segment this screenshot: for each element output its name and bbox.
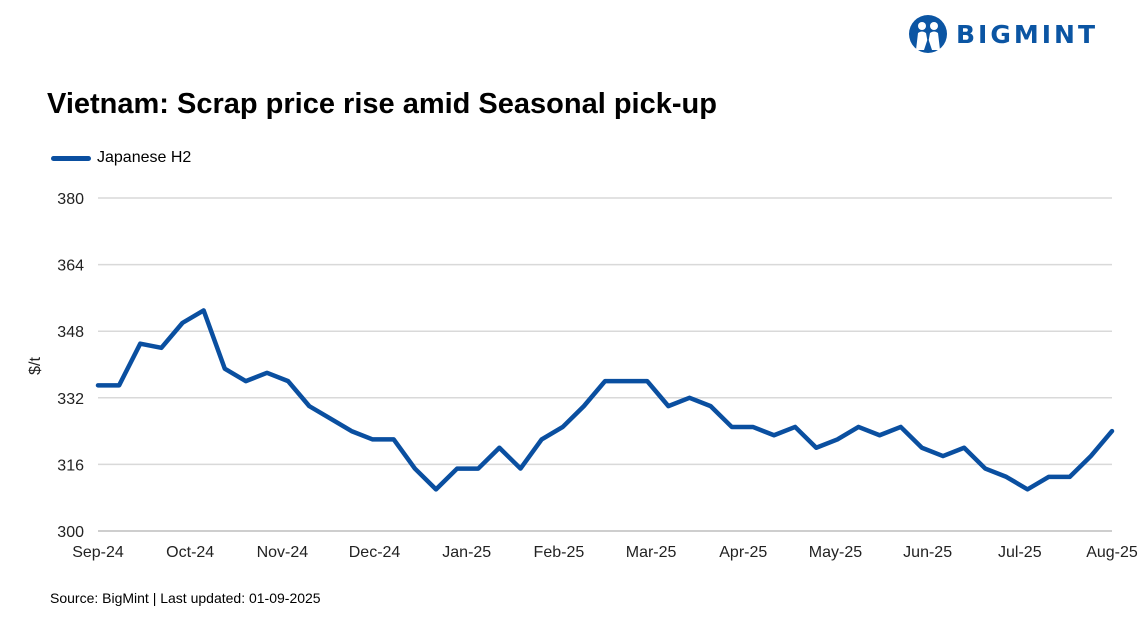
legend-label: Japanese H2 [97, 149, 192, 166]
y-tick-label: 348 [57, 324, 84, 341]
x-tick-label: Apr-25 [719, 544, 767, 561]
chart-title: Vietnam: Scrap price rise amid Seasonal … [47, 88, 717, 120]
series-line-japanese-h2 [95, 308, 1115, 492]
y-tick-label: 364 [57, 258, 84, 275]
x-tick-label: Dec-24 [349, 544, 401, 561]
x-tick-label: Mar-25 [626, 544, 677, 561]
source-note: Source: BigMint | Last updated: 01-09-20… [50, 590, 321, 606]
x-tick-label: Jul-25 [998, 544, 1042, 561]
brand-name: BIGMINT [956, 19, 1099, 49]
bigmint-logo-icon [909, 15, 947, 53]
y-axis-label: $/t [27, 357, 44, 375]
y-tick-label: 316 [57, 457, 84, 474]
x-tick-label: Jun-25 [903, 544, 952, 561]
legend-swatch [51, 155, 91, 161]
x-tick-label: Sep-24 [72, 544, 124, 561]
x-tick-label: Feb-25 [534, 544, 585, 561]
y-tick-label: 332 [57, 391, 84, 408]
y-tick-label: 300 [57, 524, 84, 541]
x-tick-label: Aug-25 [1086, 544, 1138, 561]
line-chart: 300 316 332 348 364 380 $/t Sep-24 Oct-24 Nov-24 D… [27, 191, 1138, 561]
x-tick-label: May-25 [809, 544, 862, 561]
bigmint-logo: BIGMINT [908, 14, 1098, 54]
x-tick-label: Jan-25 [442, 544, 491, 561]
x-tick-label: Oct-24 [166, 544, 214, 561]
y-tick-label: 380 [57, 191, 84, 208]
x-tick-label: Nov-24 [257, 544, 309, 561]
legend: Japanese H2 [51, 149, 191, 167]
